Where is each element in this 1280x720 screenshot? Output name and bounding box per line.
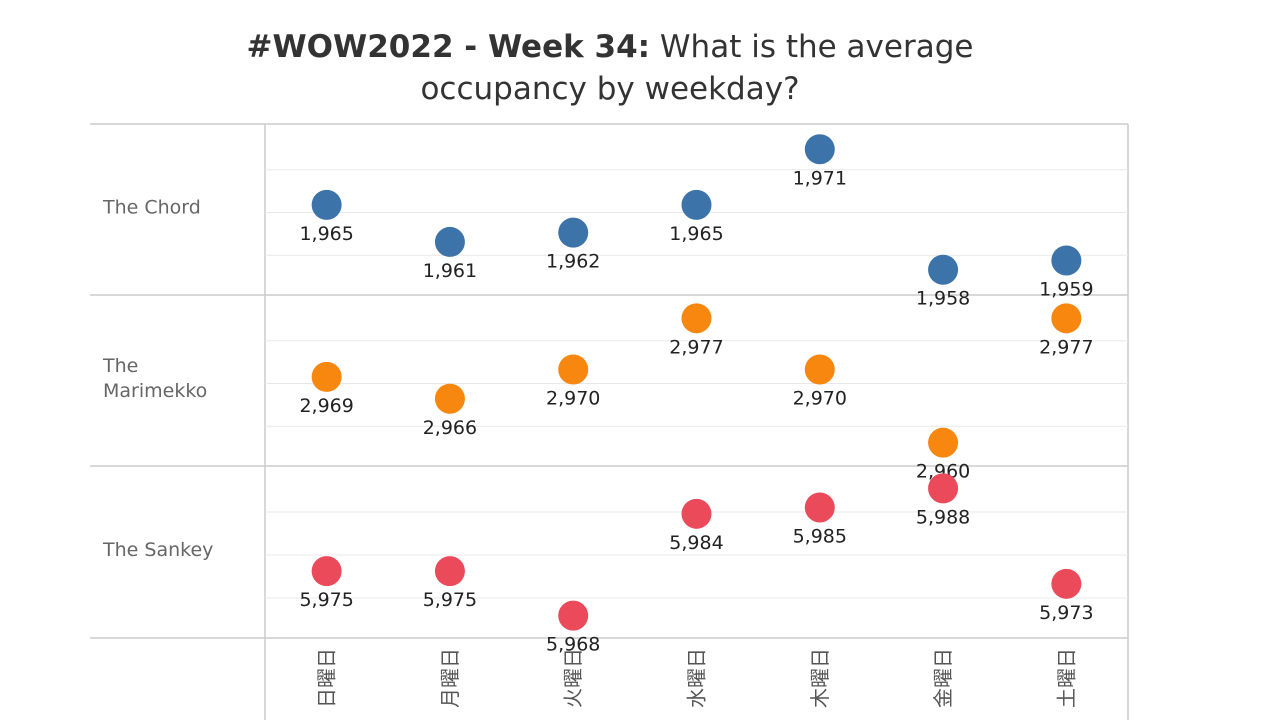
data-label: 5,968 — [546, 634, 600, 656]
data-label: 1,958 — [916, 288, 970, 310]
data-point — [558, 354, 589, 385]
data-label: 2,977 — [1039, 336, 1093, 358]
chart-title-normal: What is the average — [659, 29, 974, 65]
data-label: 1,959 — [1039, 278, 1093, 300]
data-label: 1,965 — [299, 223, 353, 245]
data-point — [311, 556, 342, 587]
data-label: 5,975 — [299, 589, 353, 611]
row-label: Marimekko — [103, 380, 207, 402]
data-label: 2,970 — [793, 388, 847, 410]
data-point — [558, 217, 589, 248]
data-point — [804, 492, 835, 523]
x-tick-label: 日曜日 — [315, 648, 339, 708]
data-point — [804, 134, 835, 165]
data-point — [804, 354, 835, 385]
data-label: 5,988 — [916, 506, 970, 528]
data-label: 2,969 — [299, 395, 353, 417]
row-the-marimekko: The Marimekko 2,969 2,966 2,970 2,977 2,970 2,9… — [102, 303, 1128, 483]
data-point — [311, 361, 342, 392]
data-point — [434, 383, 465, 414]
x-tick-label: 土曜日 — [1054, 648, 1078, 708]
data-label: 1,965 — [669, 223, 723, 245]
data-point — [681, 303, 712, 334]
x-tick-label: 火曜日 — [561, 648, 585, 708]
data-point — [928, 254, 959, 285]
data-label: 5,984 — [669, 532, 723, 554]
data-label: 1,971 — [793, 167, 847, 189]
data-point — [1051, 303, 1082, 334]
data-point — [681, 189, 712, 220]
data-point — [928, 473, 959, 504]
x-tick-label: 金曜日 — [931, 648, 955, 708]
data-label: 5,985 — [793, 525, 847, 547]
data-label: 1,962 — [546, 251, 600, 273]
x-tick-label: 水曜日 — [685, 648, 709, 708]
chart-title: #WOW2022 - Week 34: What is the average … — [0, 26, 1220, 110]
data-point — [434, 556, 465, 587]
data-point — [1051, 245, 1082, 276]
x-tick-label: 月曜日 — [438, 648, 462, 708]
data-label: 1,961 — [423, 260, 477, 282]
chart-title-bold: #WOW2022 - Week 34: — [246, 29, 651, 65]
row-label: The — [102, 355, 138, 377]
data-label: 2,960 — [916, 461, 970, 483]
row-label: The Sankey — [102, 539, 213, 561]
data-point — [558, 600, 589, 631]
data-point — [311, 189, 342, 220]
data-label: 2,970 — [546, 388, 600, 410]
data-label: 2,966 — [423, 417, 477, 439]
data-point — [928, 427, 959, 458]
data-point — [434, 226, 465, 257]
row-label: The Chord — [102, 197, 201, 219]
chart-title-line2: occupancy by weekday? — [420, 71, 800, 107]
data-label: 2,977 — [669, 336, 723, 358]
data-label: 5,973 — [1039, 602, 1093, 624]
row-the-sankey: The Sankey 5,975 5,975 5,968 5,984 5,985 5,988… — [102, 473, 1128, 656]
data-label: 5,975 — [423, 589, 477, 611]
row-the-chord: The Chord 1,965 1,961 1,962 1,965 1,971 1,958 1… — [102, 134, 1128, 310]
x-tick-label: 木曜日 — [808, 648, 832, 708]
data-point — [681, 498, 712, 529]
data-point — [1051, 568, 1082, 599]
